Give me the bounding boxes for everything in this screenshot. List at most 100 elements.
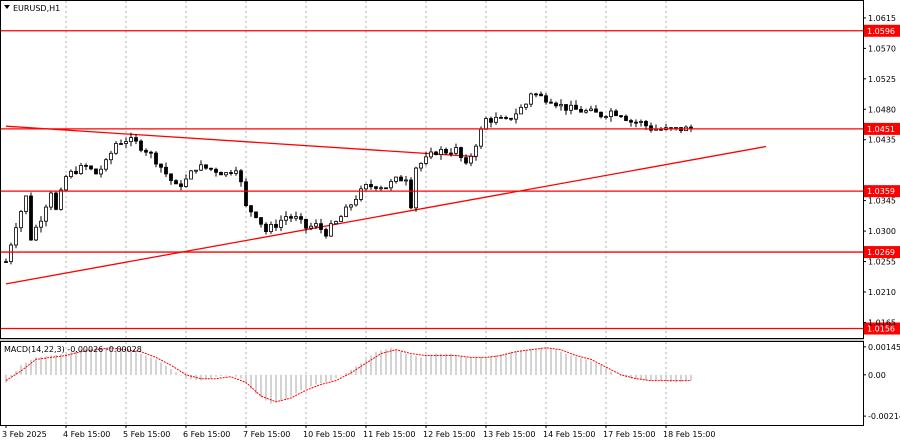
candle-body [4, 261, 8, 263]
level-price-label: 1.0596 [867, 27, 895, 36]
candle-body [434, 151, 438, 155]
candle-body [309, 225, 313, 229]
candle-body [529, 93, 533, 105]
candle-body [569, 104, 573, 111]
candle-body [54, 192, 58, 210]
trendline[interactable] [5, 125, 477, 158]
candle-body [69, 170, 73, 177]
candle-body [534, 93, 538, 96]
macd-y-tick-label: 0.00 [868, 371, 886, 380]
candle-body [299, 216, 303, 220]
candle-body [499, 116, 503, 119]
candle-body [444, 149, 448, 154]
level-price-label: 1.0156 [867, 325, 895, 334]
candle-body [409, 179, 413, 209]
candle-body [264, 223, 268, 232]
candle-body [364, 184, 368, 190]
y-tick-label: 1.0570 [868, 44, 896, 53]
y-tick-label: 1.0210 [868, 288, 896, 297]
candle-body [589, 108, 593, 111]
candle-body [79, 164, 83, 174]
candle-body [114, 143, 118, 154]
candle-body [39, 220, 43, 228]
level-price-label: 1.0451 [867, 125, 895, 134]
candle-body [9, 244, 13, 263]
y-tick-label: 1.0300 [868, 227, 896, 236]
candle-body [464, 157, 468, 164]
x-tick-label: 10 Feb 15:00 [303, 430, 355, 439]
candle-body [639, 121, 643, 123]
grid [65, 1, 667, 425]
candle-body [404, 179, 408, 182]
candle-body [279, 219, 283, 228]
level-price-tag [864, 185, 900, 198]
candle-body [314, 223, 318, 227]
candle-body [424, 156, 428, 164]
macd-histogram [5, 347, 692, 404]
horizontal-levels: 1.0596 1.0451 1.0359 1.0269 1.0156 [1, 24, 900, 335]
candle-body [159, 163, 163, 168]
candle-body [169, 173, 173, 181]
candle-body [469, 155, 473, 164]
candle-body [204, 164, 208, 169]
candle-body [224, 172, 228, 176]
candle-body [254, 211, 258, 218]
candle-body [154, 152, 158, 165]
candle-body [504, 117, 508, 119]
candle-body [644, 121, 648, 127]
candle-body [219, 171, 223, 176]
x-tick-label: 18 Feb 15:00 [663, 430, 715, 439]
candle-body [124, 141, 128, 144]
level-price-tag [864, 246, 900, 259]
axes: 1.06151.05701.05251.04801.04351.03451.03… [2, 14, 900, 439]
candle-body [334, 221, 338, 225]
candle-body [584, 110, 588, 113]
candle-body [509, 117, 513, 120]
trendline[interactable] [5, 145, 767, 285]
candle-body [594, 108, 598, 113]
candle-body [164, 166, 168, 175]
candle-body [229, 172, 233, 174]
candle-body [44, 206, 48, 222]
candle-body [269, 223, 273, 232]
candle-body [94, 168, 98, 175]
candle-body [579, 108, 583, 113]
candle-body [599, 111, 603, 118]
candle-body [494, 116, 498, 123]
candle-body [209, 167, 213, 170]
candle-body [574, 104, 578, 110]
candle-body [119, 143, 123, 145]
candle-body [259, 217, 263, 225]
candle-body [244, 181, 248, 207]
candle-body [489, 118, 493, 123]
y-tick-label: 1.0480 [868, 105, 896, 114]
candle-body [144, 149, 148, 153]
candle-body [484, 118, 488, 130]
macd-signal-line [5, 347, 691, 403]
y-tick-label: 1.0615 [868, 14, 896, 23]
y-tick-label: 1.0165 [868, 318, 896, 327]
candle-body [304, 218, 308, 229]
x-tick-label: 17 Feb 15:00 [603, 430, 655, 439]
candle-body [214, 168, 218, 173]
candle-body [199, 164, 203, 171]
candle-body [179, 183, 183, 187]
y-tick-label: 1.0525 [868, 75, 896, 84]
candle-body [329, 223, 333, 237]
candle-body [74, 170, 78, 174]
candle-body [519, 106, 523, 115]
candle-body [19, 211, 23, 229]
candle-body [189, 170, 193, 180]
candlesticks [4, 91, 693, 265]
candle-body [389, 181, 393, 189]
candle-body [439, 149, 443, 155]
candle-body [629, 120, 633, 123]
candle-body [274, 223, 278, 228]
candle-body [479, 128, 483, 147]
candle-body [549, 101, 553, 104]
x-tick-label: 3 Feb 2025 [2, 430, 47, 439]
symbol-dropdown-icon[interactable] [4, 5, 10, 9]
candle-body [34, 226, 38, 241]
